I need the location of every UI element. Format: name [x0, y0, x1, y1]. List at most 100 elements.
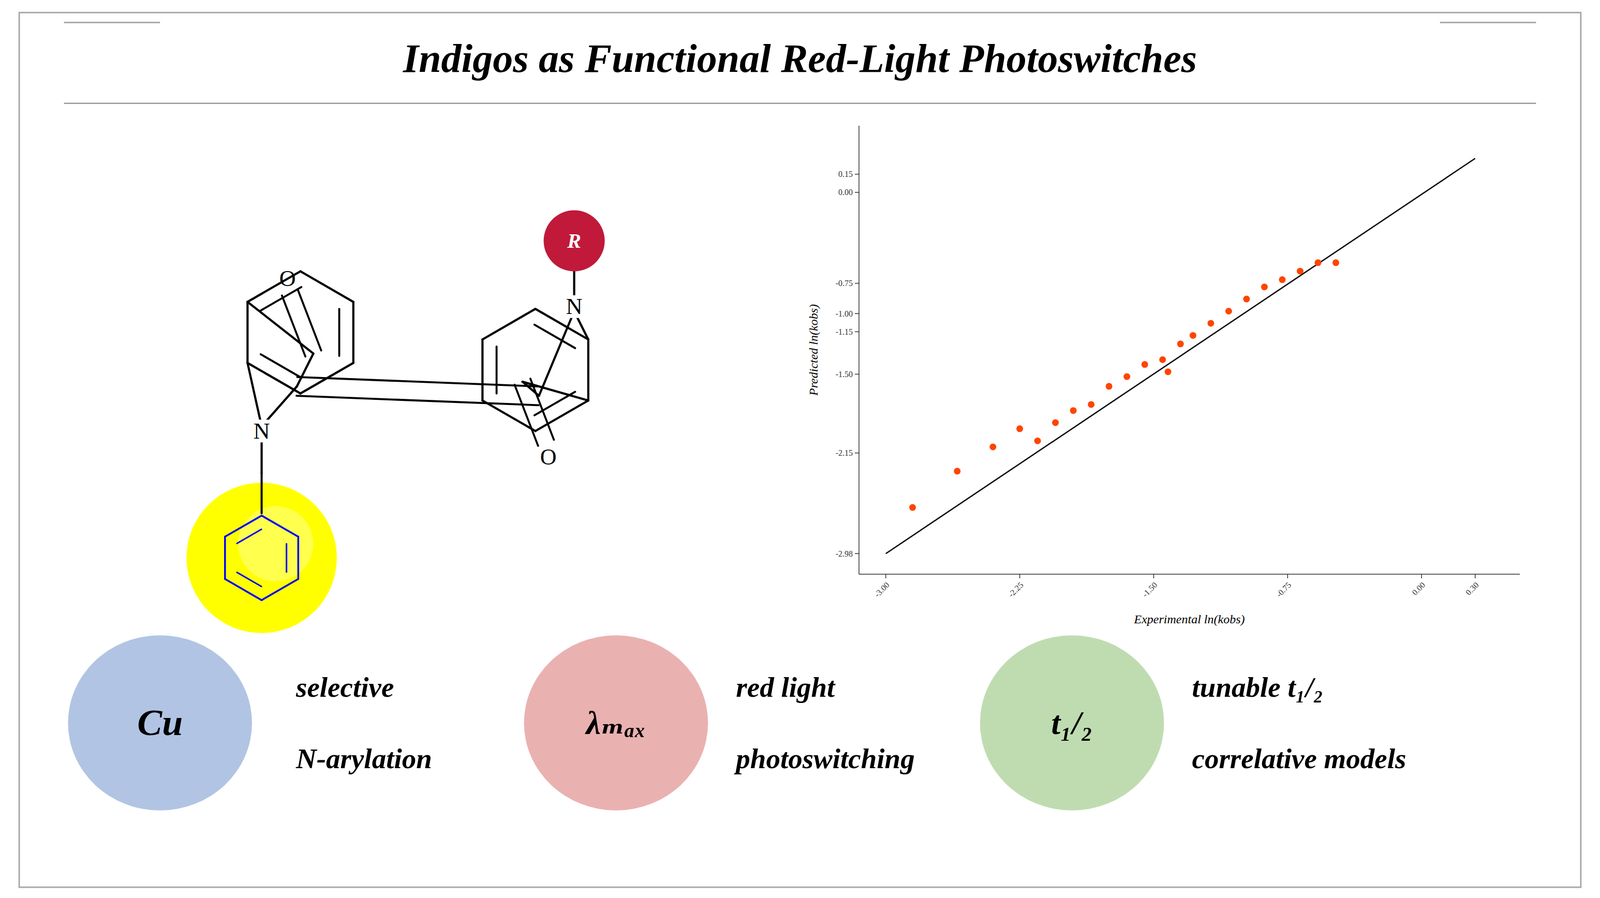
bond	[495, 346, 498, 394]
scatter-point	[1087, 401, 1095, 408]
scatter-point	[1016, 425, 1024, 433]
scatter-point	[909, 504, 916, 512]
x-tick	[1474, 574, 1476, 579]
x-tick-label: -3.00	[872, 580, 892, 600]
data-area	[885, 158, 1476, 554]
y-tick	[854, 374, 859, 376]
scatter-point	[989, 443, 997, 451]
aryl-glow	[238, 506, 314, 582]
atom-label: O	[279, 265, 296, 292]
r-group	[543, 210, 605, 272]
scatter-point	[1242, 295, 1250, 303]
y-tick	[854, 191, 859, 194]
atom-label: R	[566, 229, 582, 253]
bond	[297, 377, 540, 387]
feature-text: N-arylation	[295, 743, 433, 775]
scatter-point	[1207, 319, 1214, 327]
y-tick	[854, 283, 859, 285]
scatter-point	[1123, 373, 1131, 381]
bond	[247, 363, 262, 427]
scatter-point	[1177, 340, 1184, 348]
title-rule	[64, 102, 1537, 105]
bond	[297, 353, 314, 387]
y-tick-label: -1.15	[835, 327, 853, 337]
scatter-point	[1164, 368, 1172, 376]
bond	[300, 271, 354, 303]
bond	[534, 324, 576, 349]
y-tick	[854, 331, 859, 333]
highlight-ellipse	[524, 635, 709, 811]
title: Indigos as Functional Red-Light Photoswi…	[402, 35, 1197, 81]
y-tick-label: -0.75	[835, 278, 853, 288]
x-tick-label: -1.50	[1140, 580, 1160, 600]
corner-rule	[64, 21, 161, 24]
x-axis-line	[858, 573, 1520, 575]
bond	[296, 395, 539, 406]
y-tick	[854, 313, 859, 315]
ellipse-label: Cu	[137, 702, 183, 744]
x-tick-label: -0.75	[1274, 580, 1294, 600]
y-tick-label: -2.98	[835, 549, 853, 559]
bond	[247, 302, 314, 354]
highlight-ellipse	[67, 635, 253, 811]
y-tick-label: -1.50	[835, 369, 853, 379]
bond	[247, 363, 301, 394]
y-tick	[854, 553, 859, 555]
bond	[261, 515, 299, 538]
plot: -3.00 -2.25 -1.50 -0.75 0.00 0.30 -2.98 -2.15 -1…	[806, 125, 1520, 627]
y-tick	[854, 452, 859, 454]
scatter-point	[1070, 407, 1077, 414]
scatter-point	[1314, 259, 1322, 266]
highlights: Cu selective N-arylation λₘₐₓ red light photo…	[67, 635, 1406, 811]
bond	[225, 579, 262, 601]
atom-label: O	[540, 444, 557, 470]
bond	[587, 339, 590, 401]
bond	[260, 473, 263, 514]
bond	[236, 572, 262, 587]
y-axis-line	[858, 125, 860, 575]
bond	[514, 384, 538, 447]
ellipse-label: t₁/₂	[1051, 704, 1093, 742]
bond	[224, 537, 227, 580]
scatter-point	[1332, 259, 1340, 266]
x-tick	[1420, 574, 1422, 579]
feature-text: red light	[735, 671, 836, 704]
fit-line	[885, 158, 1476, 554]
y-tick	[854, 173, 859, 175]
bond	[535, 400, 589, 432]
corner-rule	[1440, 21, 1537, 24]
bond	[225, 515, 262, 538]
scatter-point	[1159, 356, 1166, 364]
y-tick-label: -1.00	[835, 309, 853, 319]
y-axis-label: Predicted ln(kobs)	[806, 304, 821, 397]
feature-text: photoswitching	[733, 743, 915, 775]
structure: O O R N N	[186, 210, 605, 633]
x-tick-label: -2.25	[1006, 580, 1026, 600]
x-axis-label: Experimental ln(kobs)	[1133, 612, 1246, 627]
y-tick-label: -2.15	[835, 448, 853, 458]
scatter-point	[1105, 382, 1113, 390]
scatter-point	[1034, 437, 1042, 445]
x-tick-label: 0.00	[1410, 580, 1427, 598]
highlight-ellipse	[980, 635, 1165, 811]
feature-text: selective	[295, 671, 394, 704]
bond	[297, 537, 300, 580]
bond	[236, 529, 262, 544]
bond	[282, 295, 306, 357]
bond	[482, 308, 536, 340]
y-tick-label: 0.00	[838, 187, 853, 197]
atom-label: N	[566, 293, 583, 320]
ellipse-label: λₘₐₓ	[584, 704, 646, 742]
bond	[260, 354, 302, 378]
x-tick-label: 0.30	[1463, 580, 1481, 598]
scatter-point	[1296, 268, 1304, 275]
feature-text: tunable t₁/₂	[1192, 671, 1324, 704]
scatter-point	[1189, 332, 1197, 339]
x-tick	[1287, 574, 1289, 579]
bond	[246, 302, 249, 364]
figure: Indigos as Functional Red-Light Photoswi…	[0, 0, 1600, 898]
x-tick	[885, 574, 887, 579]
bond	[285, 543, 288, 572]
atom-label: N	[253, 418, 271, 444]
scatter-point	[1261, 283, 1268, 291]
